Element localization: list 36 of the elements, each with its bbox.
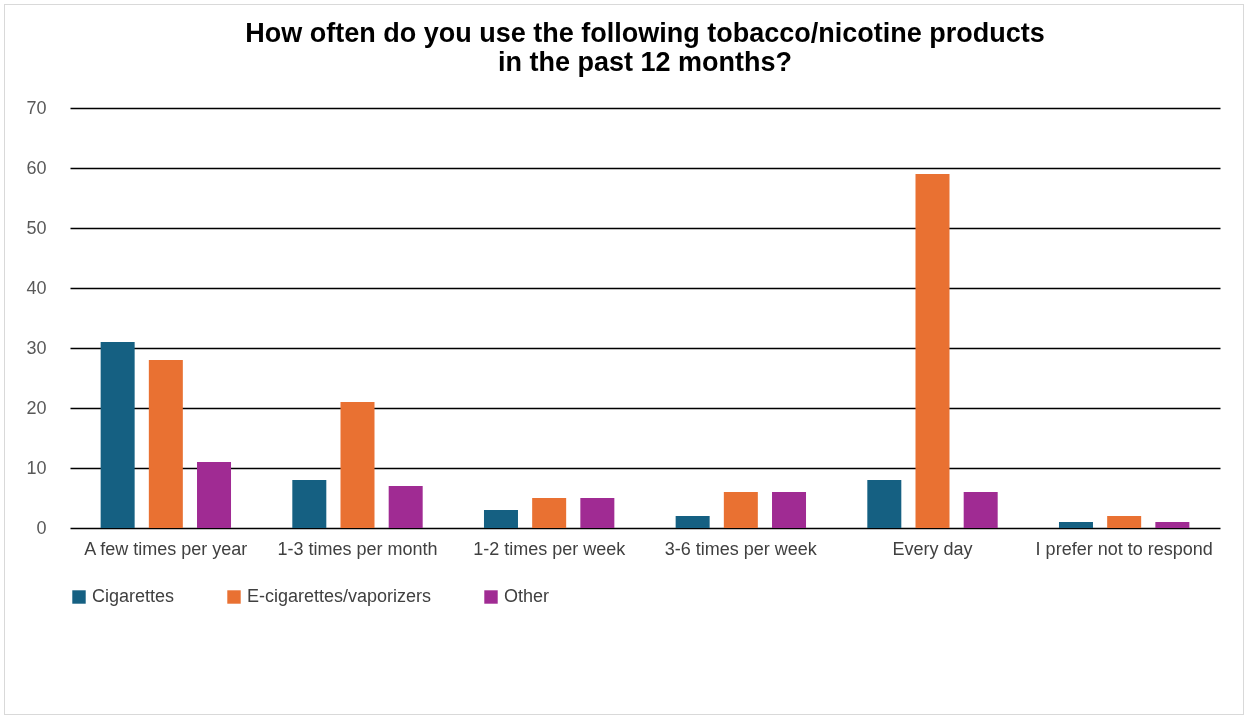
x-tick-label: Every day [892, 538, 973, 559]
bar [867, 480, 902, 528]
x-tick-label: 1-2 times per week [473, 538, 627, 559]
x-tick-label: I prefer not to respond [1035, 538, 1213, 559]
bar [1107, 516, 1142, 528]
y-tick-label: 60 [26, 157, 47, 178]
bar [1058, 522, 1093, 528]
bar [100, 342, 135, 528]
legend-label: E-cigarettes/vaporizers [247, 586, 432, 606]
bar [532, 498, 567, 528]
x-tick-label: A few times per year [84, 538, 248, 559]
legend-label: Cigarettes [92, 586, 175, 606]
y-tick-label: 40 [26, 277, 47, 298]
bar [148, 360, 183, 528]
legend-label: Other [504, 586, 550, 606]
bar [340, 402, 375, 528]
bar [675, 516, 710, 528]
y-tick-label: 20 [26, 397, 47, 418]
y-tick-label: 70 [26, 97, 47, 118]
bar [292, 480, 327, 528]
bar [197, 462, 232, 528]
y-tick-label: 10 [26, 457, 47, 478]
bar [723, 492, 758, 528]
y-tick-label: 0 [36, 517, 47, 538]
y-tick-label: 30 [26, 337, 47, 358]
bar [772, 492, 807, 528]
bar [915, 174, 950, 528]
y-tick-label: 50 [26, 217, 47, 238]
x-tick-label: 1-3 times per month [277, 538, 438, 559]
bar [1155, 522, 1190, 528]
bar [388, 486, 423, 528]
chart-title: How often do you use the following tobacco/nicotine products in the past 12 months? [245, 18, 1045, 77]
bar [963, 492, 998, 528]
bar [483, 510, 518, 528]
bar [580, 498, 615, 528]
x-tick-label: 3-6 times per week [664, 538, 818, 559]
